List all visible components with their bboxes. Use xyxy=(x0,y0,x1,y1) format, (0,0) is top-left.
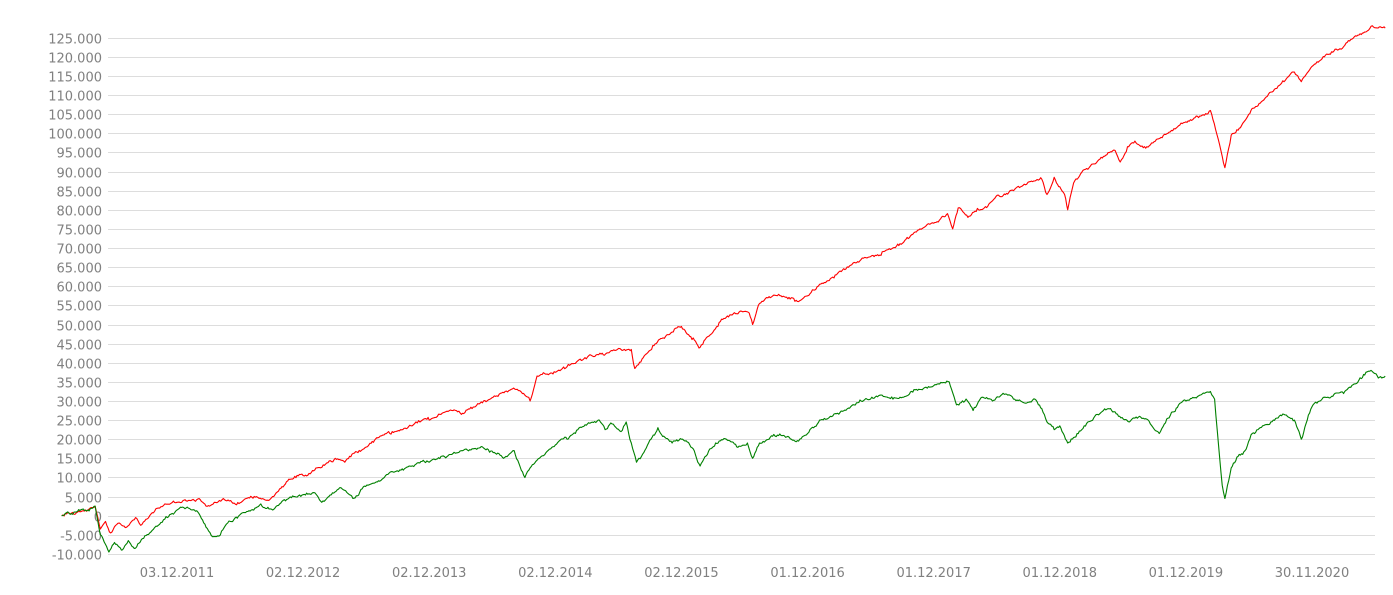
x-tick-label: 02.12.2012 xyxy=(266,566,340,581)
gridlines xyxy=(108,38,1375,555)
y-axis-tick-labels: -10.000-5.00005.00010.00015.00020.00025.… xyxy=(48,33,102,564)
y-tick-label: 110.000 xyxy=(48,90,102,105)
y-tick-label: -10.000 xyxy=(52,549,102,564)
y-tick-label: 120.000 xyxy=(48,52,102,67)
y-tick-label: 5.000 xyxy=(65,492,102,507)
x-tick-label: 01.12.2016 xyxy=(770,566,844,581)
y-tick-label: 35.000 xyxy=(57,377,103,392)
x-axis-tick-labels: 03.12.2011 02.12.2012 02.12.2013 02.12.2014… xyxy=(140,566,1349,581)
x-tick-label: 01.12.2017 xyxy=(896,566,970,581)
series-line-green xyxy=(61,369,1386,553)
y-tick-label: 95.000 xyxy=(57,147,103,162)
x-tick-label: 01.12.2018 xyxy=(1023,566,1097,581)
y-tick-label: 90.000 xyxy=(57,167,103,182)
y-tick-label: 20.000 xyxy=(57,434,103,449)
y-tick-label: -5.000 xyxy=(60,530,102,545)
y-tick-label: 105.000 xyxy=(48,109,102,124)
x-tick-label: 03.12.2011 xyxy=(140,566,214,581)
y-tick-label: 115.000 xyxy=(48,71,102,86)
y-tick-label: 55.000 xyxy=(57,300,103,315)
y-tick-label: 100.000 xyxy=(48,128,102,143)
series-lines xyxy=(61,25,1386,553)
y-tick-label: 85.000 xyxy=(57,186,103,201)
x-tick-label: 02.12.2013 xyxy=(392,566,466,581)
y-tick-label: 10.000 xyxy=(57,472,103,487)
x-tick-label: 02.12.2014 xyxy=(518,566,592,581)
y-tick-label: 45.000 xyxy=(57,339,103,354)
y-tick-label: 15.000 xyxy=(57,453,103,468)
y-tick-label: 40.000 xyxy=(57,358,103,373)
x-tick-label: 30.11.2020 xyxy=(1275,566,1349,581)
y-tick-label: 50.000 xyxy=(57,320,103,335)
series-line-red xyxy=(61,25,1386,534)
y-tick-label: 65.000 xyxy=(57,262,103,277)
y-tick-label: 25.000 xyxy=(57,415,103,430)
y-tick-label: 125.000 xyxy=(48,33,102,48)
y-tick-label: 80.000 xyxy=(57,205,103,220)
x-tick-label: 01.12.2019 xyxy=(1149,566,1223,581)
y-tick-label: 60.000 xyxy=(57,281,103,296)
y-tick-label: 70.000 xyxy=(57,243,103,258)
y-tick-label: 75.000 xyxy=(57,224,103,239)
x-tick-label: 02.12.2015 xyxy=(644,566,718,581)
y-tick-label: 30.000 xyxy=(57,396,103,411)
